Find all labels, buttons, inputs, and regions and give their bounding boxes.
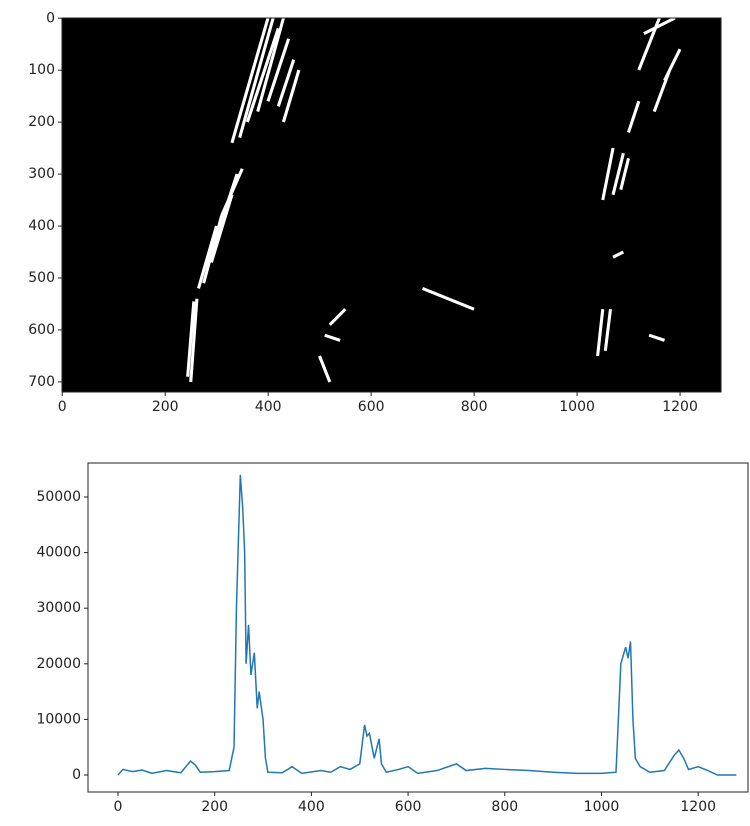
- x-tick-label: 400: [298, 799, 325, 815]
- y-tick-label: 700: [28, 374, 55, 390]
- y-tick-label: 500: [28, 270, 55, 286]
- x-tick-label: 1200: [662, 399, 698, 415]
- y-tick-label: 0: [46, 10, 55, 26]
- image-pixels: [186, 16, 682, 383]
- y-tick-label: 10000: [36, 711, 81, 727]
- x-tick-label: 200: [152, 399, 179, 415]
- x-tick-label: 0: [58, 399, 67, 415]
- y-tick-label: 50000: [36, 489, 81, 505]
- y-tick-label: 30000: [36, 600, 81, 616]
- x-tick-label: 1000: [584, 799, 620, 815]
- y-tick-label: 0: [72, 767, 81, 783]
- y-tick-label: 600: [28, 322, 55, 338]
- x-tick-label: 600: [395, 799, 422, 815]
- data-line: [117, 474, 737, 776]
- y-tick-label: 200: [28, 114, 55, 130]
- x-tick-label: 600: [358, 399, 385, 415]
- y-tick-label: 300: [28, 166, 55, 182]
- x-tick-label: 200: [201, 799, 228, 815]
- x-tick-label: 800: [461, 399, 488, 415]
- x-tick-label: 400: [255, 399, 282, 415]
- binary-image: [62, 16, 721, 392]
- x-tick-label: 1000: [559, 399, 595, 415]
- y-tick-label: 20000: [36, 656, 81, 672]
- y-tick-label: 40000: [36, 545, 81, 561]
- y-tick-label: 400: [28, 218, 55, 234]
- image-background: [62, 18, 721, 392]
- axes-frame: [87, 462, 749, 793]
- axes-frame: [61, 17, 722, 393]
- y-tick-label: 100: [28, 62, 55, 78]
- x-tick-label: 800: [491, 799, 518, 815]
- x-tick-label: 1200: [680, 799, 716, 815]
- x-tick-label: 0: [114, 799, 123, 815]
